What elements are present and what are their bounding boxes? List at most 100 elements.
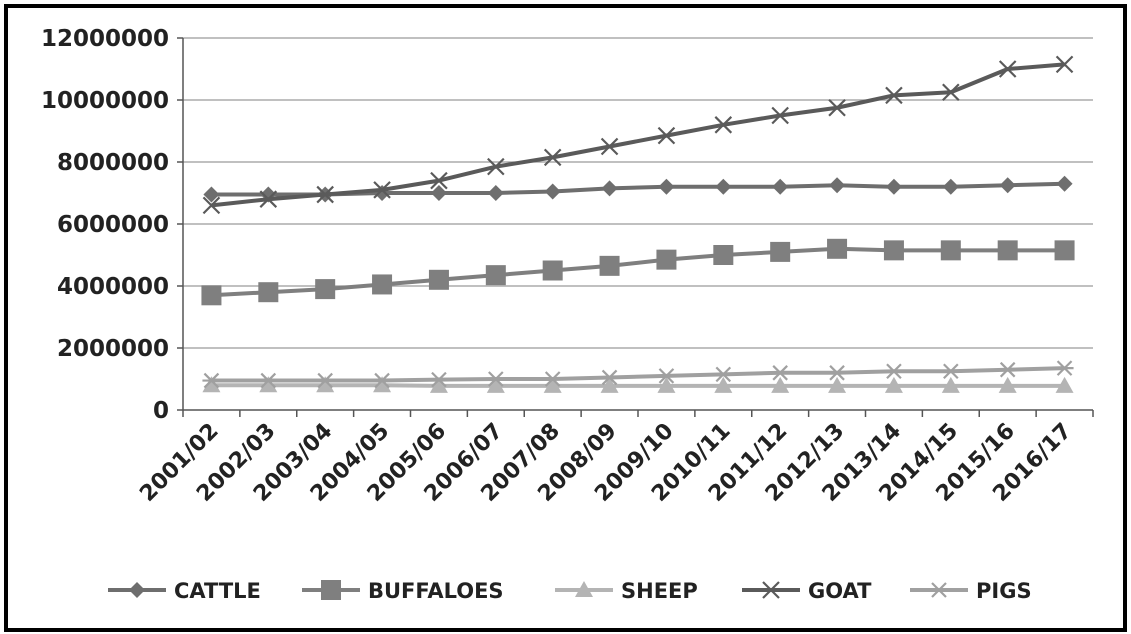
- data-point-cattle: [999, 177, 1016, 194]
- legend-marker: [575, 581, 593, 597]
- y-tick-label: 6000000: [57, 212, 169, 238]
- data-point-sheep: [316, 376, 335, 393]
- data-point-cattle: [942, 178, 959, 195]
- data-point-goat: [487, 157, 505, 176]
- data-point-sheep: [1055, 376, 1074, 393]
- data-point-pigs: [828, 365, 847, 381]
- y-tick-label: 10000000: [41, 88, 169, 114]
- series-cattle: [203, 175, 1073, 203]
- data-point-buffaloes: [372, 274, 393, 295]
- data-point-cattle: [544, 183, 561, 200]
- data-point-buffaloes: [713, 245, 734, 265]
- data-point-goat: [998, 60, 1017, 78]
- data-point-sheep: [600, 376, 619, 393]
- data-point-buffaloes: [315, 279, 336, 300]
- data-point-pigs: [543, 371, 562, 387]
- data-point-goat: [430, 171, 448, 190]
- data-point-goat: [885, 86, 903, 105]
- data-point-goat: [202, 196, 221, 215]
- x-axis-ticks: 2001/022002/032003/042004/052005/062006/…: [135, 419, 1076, 507]
- data-point-buffaloes: [542, 260, 563, 281]
- data-point-sheep: [884, 376, 903, 393]
- data-point-buffaloes: [485, 265, 506, 286]
- data-point-goat: [714, 116, 733, 134]
- data-point-sheep: [429, 376, 448, 393]
- data-point-goat: [657, 126, 676, 145]
- y-tick-label: 0: [153, 398, 169, 424]
- data-point-sheep: [828, 376, 847, 393]
- data-point-cattle: [203, 186, 220, 203]
- legend-label: CATTLE: [174, 579, 261, 603]
- data-point-goat: [771, 106, 789, 125]
- legend-label: BUFFALOES: [368, 579, 504, 603]
- data-point-pigs: [657, 368, 676, 384]
- series-goat: [202, 55, 1074, 215]
- data-point-pigs: [941, 363, 960, 380]
- y-tick-label: 4000000: [57, 274, 169, 300]
- y-tick-label: 8000000: [57, 150, 169, 176]
- data-point-pigs: [486, 371, 505, 387]
- data-point-goat: [543, 148, 562, 167]
- data-point-cattle: [772, 178, 789, 195]
- data-point-buffaloes: [599, 255, 620, 276]
- legend-item-buffaloes: BUFFALOES: [302, 579, 504, 603]
- legend-item-pigs: PIGS: [910, 579, 1032, 603]
- data-point-pigs: [714, 366, 733, 383]
- axes: [177, 37, 1094, 417]
- data-point-goat: [316, 185, 334, 204]
- data-point-pigs: [316, 372, 335, 389]
- y-tick-label: 12000000: [41, 26, 169, 52]
- series-line-goat: [211, 62, 1065, 208]
- data-point-pigs: [884, 363, 903, 380]
- y-tick-label: 2000000: [57, 336, 169, 362]
- series-line-buffaloes: [211, 246, 1065, 298]
- data-point-cattle: [430, 185, 447, 201]
- data-point-sheep: [714, 376, 733, 393]
- data-point-buffaloes: [201, 285, 222, 306]
- series-buffaloes: [201, 238, 1075, 306]
- data-point-sheep: [657, 376, 676, 393]
- data-point-sheep: [259, 376, 278, 393]
- data-point-goat: [942, 83, 960, 102]
- legend-item-goat: GOAT: [742, 579, 872, 603]
- data-point-pigs: [202, 372, 221, 389]
- data-point-sheep: [998, 376, 1017, 393]
- data-point-sheep: [941, 376, 960, 393]
- data-point-buffaloes: [656, 249, 677, 270]
- data-point-buffaloes: [770, 241, 791, 262]
- series-group: [201, 55, 1075, 393]
- data-point-pigs: [373, 372, 392, 389]
- chart-frame: [4, 4, 1127, 632]
- data-point-cattle: [829, 177, 846, 194]
- data-point-cattle: [885, 178, 902, 195]
- data-point-buffaloes: [258, 282, 279, 303]
- data-point-buffaloes: [428, 269, 449, 290]
- legend-marker: [762, 581, 780, 599]
- data-point-buffaloes: [940, 240, 961, 261]
- data-point-pigs: [600, 369, 619, 386]
- legend: CATTLE BUFFALOES SHEEP GOAT PIGS: [108, 579, 1032, 603]
- data-point-pigs: [771, 365, 790, 381]
- data-point-cattle: [487, 185, 504, 201]
- data-point-cattle: [715, 178, 732, 195]
- legend-marker: [930, 582, 948, 598]
- legend-item-sheep: SHEEP: [555, 579, 698, 603]
- data-point-buffaloes: [827, 238, 848, 259]
- series-sheep: [202, 376, 1074, 393]
- data-point-cattle: [601, 180, 618, 197]
- data-point-goat: [373, 181, 391, 199]
- series-line-pigs: [211, 366, 1065, 383]
- data-point-goat: [828, 98, 846, 117]
- data-point-sheep: [771, 376, 790, 393]
- data-point-cattle: [1056, 175, 1073, 192]
- series-pigs: [202, 360, 1074, 389]
- legend-label: SHEEP: [621, 579, 698, 603]
- data-point-pigs: [259, 372, 278, 389]
- data-point-sheep: [486, 376, 505, 393]
- data-point-buffaloes: [883, 240, 904, 261]
- y-axis-ticks: 0 2000000 4000000 6000000 8000000 10000000 120…: [41, 26, 169, 424]
- data-point-pigs: [1055, 360, 1074, 376]
- data-point-goat: [259, 190, 278, 208]
- data-point-sheep: [543, 376, 562, 393]
- data-point-pigs: [998, 361, 1017, 378]
